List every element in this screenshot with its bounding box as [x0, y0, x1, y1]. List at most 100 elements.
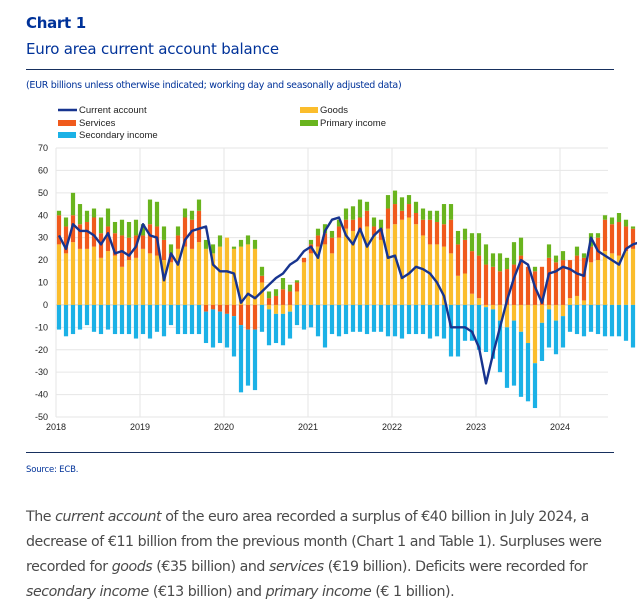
bar-secondary-income: [427, 304, 433, 339]
bar-secondary-income: [567, 304, 573, 332]
bar-secondary-income: [252, 329, 258, 391]
legend: Current account Goods Services Primary i…: [58, 105, 386, 141]
bars: [56, 190, 636, 409]
y-tick-label: -50: [35, 412, 48, 422]
bar-primary-income: [329, 230, 335, 238]
bar-primary-income: [315, 228, 321, 236]
bar-services: [210, 304, 216, 310]
bar-services: [301, 257, 307, 263]
bar-services: [623, 226, 629, 252]
x-tick-label: 2022: [382, 422, 402, 432]
bar-primary-income: [560, 251, 566, 261]
bar-goods: [147, 253, 153, 305]
x-tick-label: 2021: [298, 422, 318, 432]
bar-secondary-income: [392, 304, 398, 337]
bar-primary-income: [490, 253, 496, 267]
x-tick-label: 2024: [550, 422, 570, 432]
bar-goods: [112, 255, 118, 305]
bar-primary-income: [161, 226, 167, 240]
bar-services: [357, 217, 363, 231]
bar-goods: [252, 248, 258, 305]
bar-secondary-income: [511, 320, 517, 386]
bar-goods: [126, 260, 132, 305]
text-segment: (€35 billion) and: [152, 559, 270, 575]
bar-services: [112, 233, 118, 256]
bar-goods: [301, 262, 307, 305]
bar-secondary-income: [154, 304, 160, 332]
bar-secondary-income: [56, 304, 62, 330]
bar-secondary-income: [315, 304, 321, 337]
bar-services: [294, 282, 300, 292]
bar-goods: [210, 253, 216, 305]
bar-secondary-income: [77, 304, 83, 330]
bar-services: [385, 208, 391, 229]
bar-primary-income: [371, 217, 377, 227]
bar-secondary-income: [273, 313, 279, 344]
x-tick-label: 2018: [46, 422, 66, 432]
bar-goods: [56, 244, 62, 305]
chart-plot: Current account Goods Services Primary i…: [35, 105, 637, 432]
bar-secondary-income: [441, 304, 447, 339]
bar-primary-income: [413, 201, 419, 214]
bar-secondary-income: [497, 320, 503, 373]
bar-secondary-income: [168, 304, 174, 326]
y-tick-label: 40: [38, 210, 48, 220]
legend-label-current-account: Current account: [79, 105, 147, 116]
bar-goods: [581, 300, 587, 305]
bar-primary-income: [98, 217, 104, 234]
bar-secondary-income: [399, 304, 405, 339]
bar-services: [378, 228, 384, 240]
x-axis: 2018 2019 2020 2021 2022 2023 2024: [46, 422, 570, 432]
bar-goods: [203, 248, 209, 305]
bar-secondary-income: [63, 304, 69, 337]
bar-secondary-income: [245, 329, 251, 386]
bar-services: [427, 219, 433, 245]
bar-goods: [630, 248, 636, 305]
bar-primary-income: [294, 280, 300, 283]
emphasis-term: current account: [55, 509, 162, 525]
title-divider: [26, 69, 614, 70]
bar-primary-income: [385, 195, 391, 209]
bar-secondary-income: [105, 304, 111, 330]
bar-services: [553, 262, 559, 305]
bar-secondary-income: [525, 343, 531, 402]
bar-goods: [413, 224, 419, 305]
text-segment: (€19 billion). Deficits were recorded fo…: [323, 559, 588, 575]
bar-secondary-income: [616, 304, 622, 337]
bar-goods: [532, 304, 538, 364]
bar-services: [455, 244, 461, 276]
bar-goods: [357, 230, 363, 305]
bar-goods: [364, 226, 370, 305]
bar-secondary-income: [378, 304, 384, 332]
bar-services: [560, 260, 566, 305]
bar-secondary-income: [224, 313, 230, 348]
bar-services: [182, 217, 188, 247]
bar-goods: [63, 253, 69, 305]
bar-secondary-income: [84, 304, 90, 326]
bar-secondary-income: [490, 309, 496, 359]
chart-subtitle: (EUR billions unless otherwise indicated…: [26, 80, 402, 91]
bar-services: [364, 210, 370, 227]
bar-primary-income: [616, 213, 622, 222]
bar-secondary-income: [455, 304, 461, 357]
bar-secondary-income: [350, 304, 356, 332]
y-tick-label: 20: [38, 255, 48, 265]
emphasis-term: secondary income: [26, 584, 149, 600]
bar-secondary-income: [336, 304, 342, 337]
bar-goods: [119, 266, 125, 305]
bar-primary-income: [168, 244, 174, 254]
bar-primary-income: [392, 190, 398, 205]
bar-primary-income: [140, 224, 146, 236]
bar-primary-income: [630, 226, 636, 229]
bar-goods: [70, 242, 76, 305]
bar-primary-income: [343, 208, 349, 220]
bar-secondary-income: [574, 304, 580, 335]
bar-secondary-income: [630, 304, 636, 348]
bar-primary-income: [105, 208, 111, 227]
bar-primary-income: [518, 237, 524, 256]
bar-goods: [406, 217, 412, 305]
bar-secondary-income: [357, 304, 363, 332]
bar-secondary-income: [448, 304, 454, 357]
bar-primary-income: [399, 197, 405, 211]
bar-services: [546, 257, 552, 305]
